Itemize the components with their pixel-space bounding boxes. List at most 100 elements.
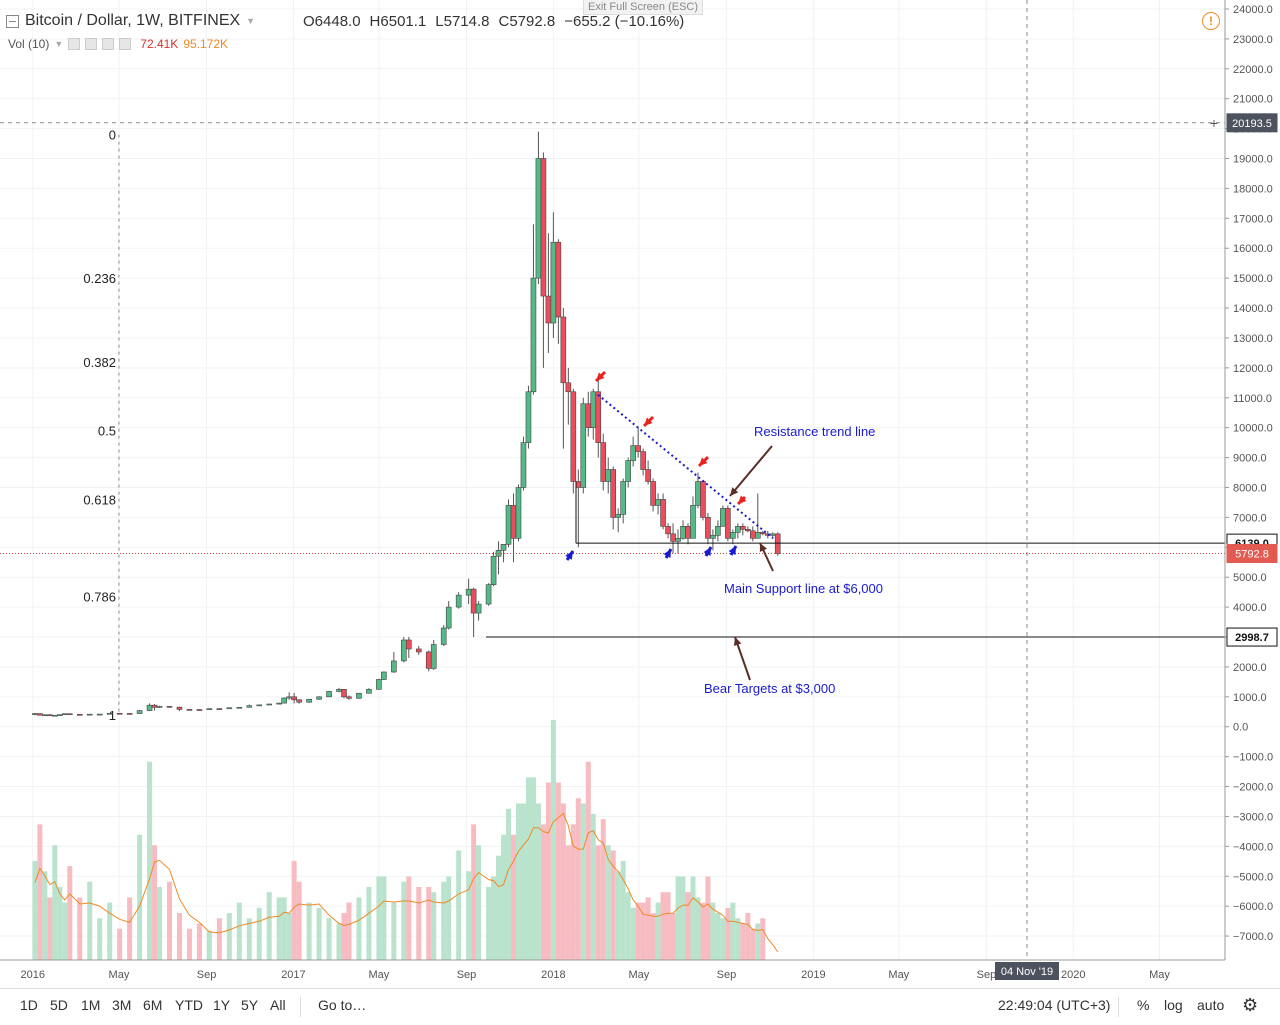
range-ytd-button[interactable]: YTD <box>175 997 203 1013</box>
volume-bar <box>660 892 666 960</box>
range-1d-button[interactable]: 1D <box>20 997 38 1013</box>
candle-body <box>186 709 193 711</box>
candle-body <box>166 706 173 708</box>
goto-button[interactable]: Go to… <box>318 997 367 1013</box>
price-label-box <box>1226 543 1278 563</box>
candle-body <box>470 588 477 614</box>
volume-bar <box>281 897 287 960</box>
settings-icon[interactable] <box>85 38 98 50</box>
chevron-down-icon[interactable]: ▼ <box>246 16 256 26</box>
resistance-trend-line <box>597 393 774 540</box>
range-1y-button[interactable]: 1Y <box>213 997 231 1013</box>
fib-label: 0.5 <box>98 424 116 439</box>
candle-body <box>146 704 153 711</box>
volume-bar <box>42 871 48 960</box>
candle-body <box>645 469 651 482</box>
volume-bar <box>685 892 691 960</box>
range-6m-button[interactable]: 6M <box>143 997 163 1013</box>
x-tick-label: May <box>888 969 909 981</box>
volume-bar <box>406 876 412 960</box>
candle-body <box>37 713 43 716</box>
volume-bar <box>107 902 113 960</box>
collapse-icon[interactable] <box>6 14 19 28</box>
volume-bar <box>605 845 611 960</box>
candle-body <box>57 714 63 716</box>
y-tick-label: 10000.0 <box>1233 423 1273 435</box>
candle-body <box>86 713 93 716</box>
volume-bar <box>466 871 472 960</box>
candle-body <box>600 442 607 482</box>
more-icon[interactable] <box>119 38 132 50</box>
candle-body <box>475 603 482 614</box>
x-tick-label: 2020 <box>1061 969 1085 981</box>
candle-body <box>615 514 621 518</box>
fibonacci-levels: 0 0.236 0.382 0.5 0.618 0.786 1 <box>83 128 120 723</box>
gear-icon[interactable]: ⚙ <box>1242 995 1259 1015</box>
candle-body <box>291 696 297 701</box>
candle-body <box>406 639 412 650</box>
candle-body <box>759 532 766 535</box>
log-toggle[interactable]: log <box>1164 997 1183 1013</box>
candle-body <box>281 697 287 704</box>
range-all-button[interactable]: All <box>270 997 286 1013</box>
volume-bar <box>570 824 576 960</box>
percent-toggle[interactable]: % <box>1137 997 1150 1013</box>
candle-body <box>445 606 452 629</box>
blue-support-arrow-head <box>728 546 736 555</box>
candle-body <box>595 391 602 443</box>
exit-fullscreen-button[interactable]: Exit Full Screen (ESC) <box>583 0 704 15</box>
resistance-callout-arrow-head <box>730 487 739 496</box>
range-5d-button[interactable]: 5D <box>50 997 68 1013</box>
chevron-down-icon[interactable]: ▼ <box>54 39 64 49</box>
x-tick-label: Sep <box>977 969 997 981</box>
volume-bar <box>127 897 133 960</box>
candle-body <box>356 692 362 699</box>
volume-bar <box>77 897 83 960</box>
crosshair-plus-icon: + <box>1210 115 1218 131</box>
volume-bar <box>525 777 531 960</box>
y-tick-label: −4000.0 <box>1233 841 1273 853</box>
candle-body <box>535 158 542 279</box>
range-1m-button[interactable]: 1M <box>81 997 101 1013</box>
volume-bar <box>336 923 342 960</box>
candle-body <box>675 538 681 542</box>
range-3m-button[interactable]: 3M <box>112 997 132 1013</box>
volume-bar <box>196 923 202 960</box>
warning-icon[interactable]: ! <box>1202 12 1220 30</box>
candle-body <box>346 696 352 699</box>
candle-body <box>625 460 631 482</box>
auto-toggle[interactable]: auto <box>1197 997 1225 1013</box>
candle-body <box>750 530 756 539</box>
volume-bar <box>57 886 63 960</box>
candle-body <box>695 481 701 506</box>
axes: 24000.023000.022000.021000.020000.019000… <box>0 0 1278 981</box>
volume-bar <box>416 886 422 960</box>
candle-body <box>490 555 497 585</box>
price-label: 20193.5 <box>1232 118 1272 130</box>
candle-body <box>106 712 113 715</box>
low-value: L5714.8 <box>435 13 490 30</box>
y-tick-label: 22000.0 <box>1233 64 1273 76</box>
y-tick-label: 1000.0 <box>1233 692 1267 704</box>
candle-body <box>47 714 53 717</box>
open-value: O6448.0 <box>303 13 361 30</box>
candle-body <box>156 706 163 708</box>
candle-body <box>665 526 671 535</box>
volume-bar <box>476 845 482 960</box>
candle-body <box>570 391 577 482</box>
close-icon[interactable] <box>102 38 115 50</box>
candle-body <box>715 526 721 536</box>
volume-bar <box>735 918 741 960</box>
volume-bar <box>137 834 143 960</box>
eye-icon[interactable] <box>68 38 81 50</box>
range-5y-button[interactable]: 5Y <box>241 997 259 1013</box>
candle-body <box>550 241 557 324</box>
y-tick-label: 19000.0 <box>1233 154 1273 166</box>
candle-body <box>650 481 656 506</box>
x-tick-label: May <box>109 969 130 981</box>
price-label-box <box>1226 113 1278 133</box>
y-tick-label: 9000.0 <box>1233 453 1267 465</box>
symbol-title[interactable]: Bitcoin / Dollar, 1W, BITFINEX ▼ <box>6 12 255 30</box>
crosshair-date-box <box>995 962 1059 980</box>
